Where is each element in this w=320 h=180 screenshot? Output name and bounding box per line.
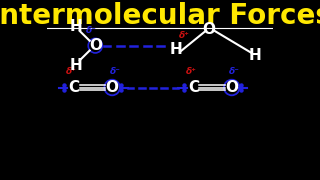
Text: C: C bbox=[188, 80, 199, 95]
Text: H: H bbox=[170, 42, 182, 57]
Text: O: O bbox=[106, 80, 119, 95]
Text: O: O bbox=[89, 38, 102, 53]
Text: δ⁺: δ⁺ bbox=[179, 31, 190, 40]
Text: H: H bbox=[249, 48, 261, 63]
Text: C: C bbox=[68, 80, 80, 95]
Text: O: O bbox=[203, 22, 216, 37]
Text: δ⁻: δ⁻ bbox=[109, 68, 120, 76]
Text: H: H bbox=[69, 58, 82, 73]
Text: O: O bbox=[225, 80, 238, 95]
Text: δ⁺: δ⁺ bbox=[66, 68, 77, 76]
Text: δ⁻: δ⁻ bbox=[86, 26, 97, 35]
Text: H: H bbox=[69, 19, 82, 34]
Text: Intermolecular Forces: Intermolecular Forces bbox=[0, 3, 320, 30]
Text: δ⁺: δ⁺ bbox=[186, 68, 196, 76]
Text: δ⁻: δ⁻ bbox=[229, 68, 240, 76]
